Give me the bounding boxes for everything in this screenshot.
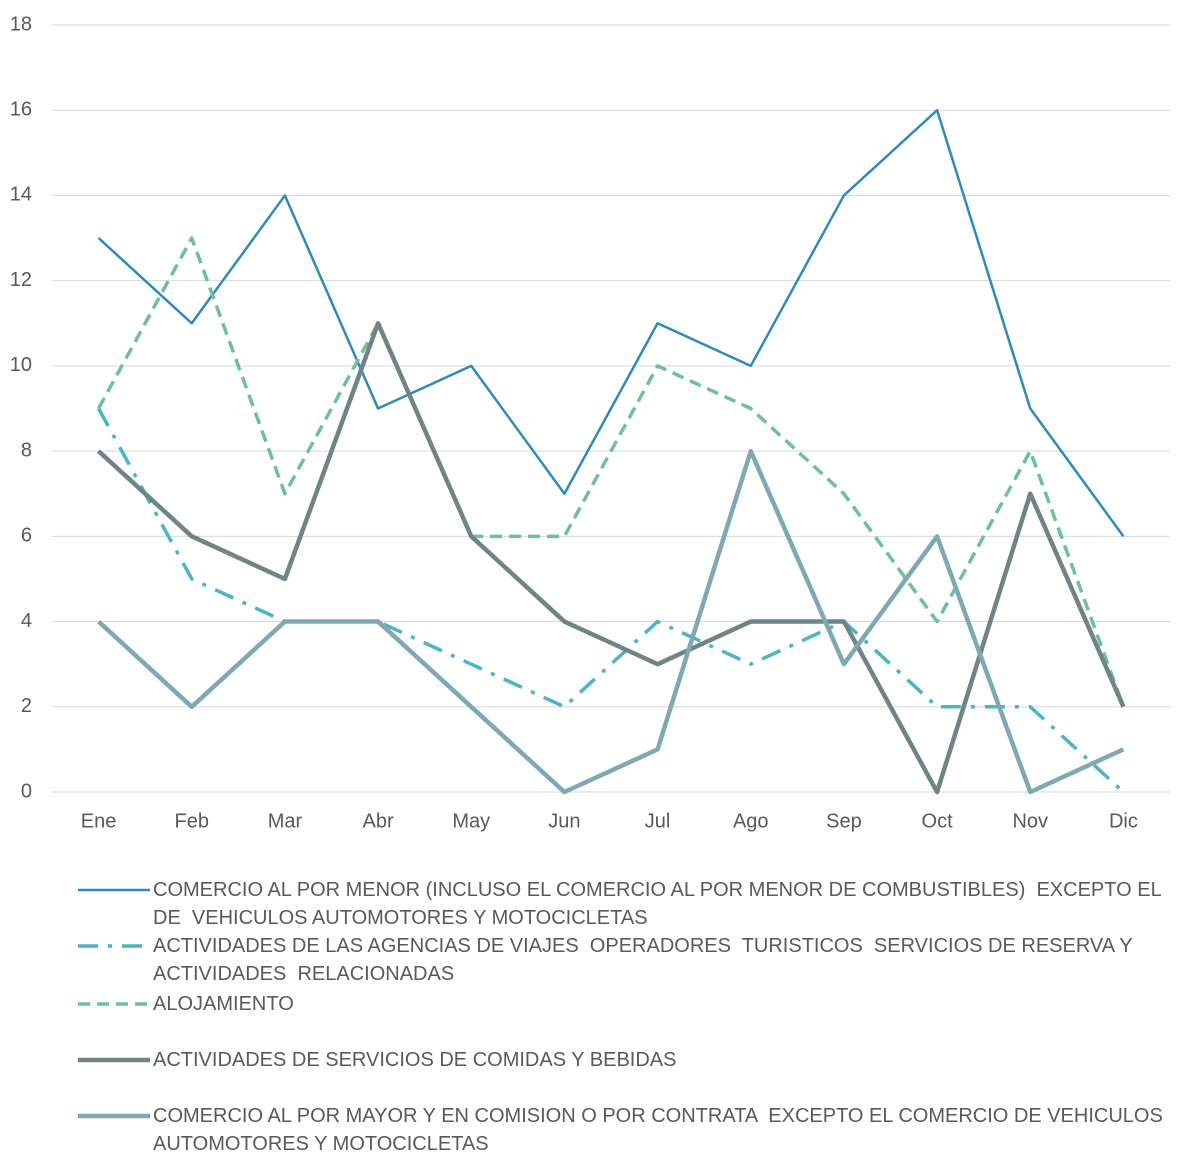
series-line: [97, 108, 1125, 538]
legend-label: ALOJAMIENTO: [153, 993, 294, 1015]
y-tick-label: 16: [10, 99, 32, 121]
legend-label: ACTIVIDADES DE SERVICIOS DE COMIDAS Y BE…: [153, 1049, 677, 1071]
x-tick-label: Ago: [733, 810, 769, 832]
x-tick-label: Abr: [363, 810, 394, 832]
x-tick-label: Jun: [548, 810, 580, 832]
series-line: [97, 448, 1125, 795]
legend-swatch: [78, 1057, 150, 1063]
y-tick-label: 12: [10, 269, 32, 291]
x-tick-label: Sep: [826, 810, 862, 832]
y-tick-label: 2: [21, 695, 32, 717]
series-line: [97, 407, 1125, 794]
legend-item: COMERCIO AL POR MENOR (INCLUSO EL COMERC…: [78, 876, 1168, 936]
x-tick-label: Oct: [922, 810, 954, 832]
legend-item: ACTIVIDADES DE LAS AGENCIAS DE VIAJES OP…: [78, 932, 1168, 992]
x-tick-label: Dic: [1109, 810, 1138, 832]
legend-item: ALOJAMIENTO: [78, 990, 1168, 1050]
x-tick-label: May: [452, 810, 490, 832]
y-tick-label: 14: [10, 184, 32, 206]
legend-swatch: [78, 1113, 150, 1119]
legend-label: COMERCIO AL POR MENOR (INCLUSO EL COMERC…: [153, 879, 1167, 929]
legend-swatch: [78, 1002, 150, 1006]
y-tick-label: 4: [21, 610, 32, 632]
y-tick-label: 18: [10, 13, 32, 35]
x-tick-label: Nov: [1012, 810, 1048, 832]
y-tick-label: 6: [21, 525, 32, 547]
legend-item: COMERCIO AL POR MAYOR Y EN COMISION O PO…: [78, 1102, 1168, 1162]
legend-swatch: [78, 888, 150, 892]
legend-swatch: [78, 944, 150, 948]
y-tick-label: 10: [10, 354, 32, 376]
legend-label: ACTIVIDADES DE LAS AGENCIAS DE VIAJES OP…: [153, 935, 1137, 985]
y-tick-label: 0: [21, 780, 32, 802]
x-tick-label: Mar: [268, 810, 303, 832]
legend-item: ACTIVIDADES DE SERVICIOS DE COMIDAS Y BE…: [78, 1046, 1168, 1106]
y-tick-label: 8: [21, 439, 32, 461]
x-tick-label: Ene: [81, 810, 117, 832]
x-tick-label: Jul: [645, 810, 671, 832]
series-line: [97, 236, 1126, 708]
series-line: [97, 321, 1126, 795]
chart: 0 2 4 6 8 10 12 14 16 18 Ene Feb Mar Abr May Jun Jul Ago S…: [10, 13, 1170, 832]
x-tick-label: Feb: [175, 810, 209, 832]
legend-label: COMERCIO AL POR MAYOR Y EN COMISION O PO…: [153, 1105, 1168, 1155]
